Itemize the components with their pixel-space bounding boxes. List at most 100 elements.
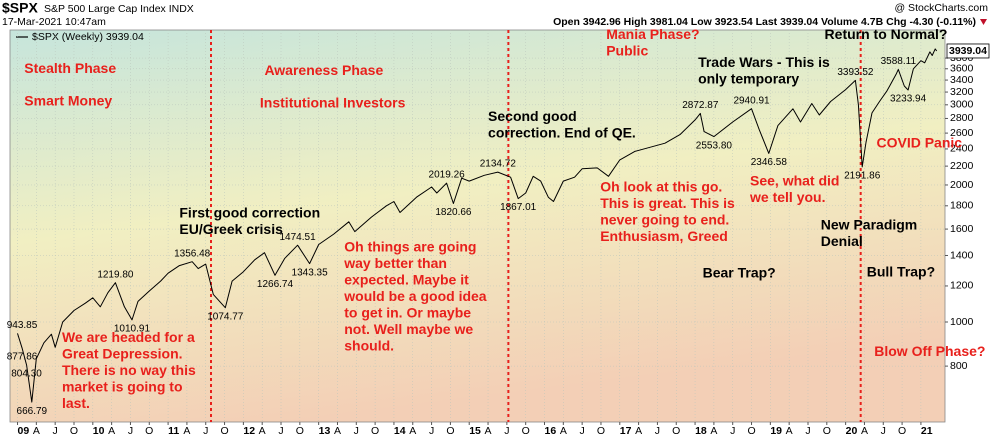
annotation-line: correction. End of QE. bbox=[488, 125, 636, 141]
annotation-line: Stealth Phase bbox=[24, 60, 116, 76]
annotation-line: EU/Greek crisis bbox=[179, 221, 283, 237]
x-tick-label: A bbox=[334, 425, 341, 437]
y-tick-label: 2400 bbox=[950, 143, 974, 155]
down-arrow bbox=[980, 19, 987, 25]
annotation: Bull Trap? bbox=[867, 263, 935, 279]
point-label: 1266.74 bbox=[257, 279, 294, 290]
annotation: We are headed for a Great Depression. Ther… bbox=[62, 329, 196, 411]
x-tick-label: 14 bbox=[394, 425, 406, 437]
x-tick-label: A bbox=[183, 425, 190, 437]
point-label: 1820.66 bbox=[435, 207, 472, 218]
x-tick-label: 10 bbox=[93, 425, 105, 437]
annotation: First good correction EU/Greek crisis bbox=[179, 205, 320, 238]
x-tick-label: A bbox=[786, 425, 793, 437]
quote: Open 3942.96 High 3981.04 Low 3923.54 La… bbox=[553, 16, 976, 28]
x-tick-label: A bbox=[409, 425, 416, 437]
annotation-line: to get in. Or maybe bbox=[344, 305, 471, 321]
price-line bbox=[17, 48, 938, 403]
x-tick-label: 13 bbox=[319, 425, 331, 437]
x-tick-label: 21 bbox=[921, 425, 933, 437]
annotation: New Paradigm Denial bbox=[821, 217, 917, 250]
annotation-line: New Paradigm bbox=[821, 217, 917, 233]
annotation-line: we tell you. bbox=[749, 189, 825, 205]
x-tick-label: O bbox=[70, 425, 78, 437]
legend-label: $SPX (Weekly) 3939.04 bbox=[32, 31, 144, 43]
annotation-line: last. bbox=[62, 395, 90, 411]
x-tick-label: 17 bbox=[620, 425, 632, 437]
y-tick-label: 1200 bbox=[950, 280, 974, 292]
x-tick-label: 12 bbox=[243, 425, 255, 437]
x-tick-label: O bbox=[823, 425, 831, 437]
annotation: Second good correction. End of QE. bbox=[488, 108, 636, 141]
x-tick-label: O bbox=[220, 425, 228, 437]
point-label: 2191.86 bbox=[844, 171, 881, 182]
x-tick-label: A bbox=[485, 425, 492, 437]
annotation: See, what did we tell you. bbox=[749, 172, 839, 205]
timestamp: 17-Mar-2021 10:47am bbox=[2, 16, 106, 28]
annotation-line: Blow Off Phase? bbox=[874, 343, 985, 359]
y-tick-label: 2000 bbox=[950, 179, 974, 191]
x-tick-label: A bbox=[108, 425, 115, 437]
annotation-line: Smart Money bbox=[24, 92, 112, 108]
y-tick-label: 3200 bbox=[950, 86, 974, 98]
y-tick-label: 2800 bbox=[950, 112, 974, 124]
x-tick-label: J bbox=[730, 425, 735, 437]
x-tick-label: O bbox=[522, 425, 530, 437]
y-tick-label: 3400 bbox=[950, 74, 974, 86]
x-tick-label: 11 bbox=[168, 425, 179, 437]
point-label: 804.30 bbox=[11, 369, 42, 380]
annotation-line: COVID Panic bbox=[876, 134, 962, 150]
point-label: 666.79 bbox=[17, 406, 48, 417]
annotation-line: market is going to bbox=[62, 378, 183, 394]
y-tick-label: 800 bbox=[950, 360, 968, 372]
annotation-line: Return to Normal? bbox=[825, 26, 948, 42]
x-tick-label: J bbox=[354, 425, 359, 437]
point-label: 2872.87 bbox=[682, 100, 719, 111]
point-label: 1343.35 bbox=[292, 267, 329, 278]
annotation: Trade Wars - This is only temporary bbox=[698, 54, 830, 87]
x-tick-label: J bbox=[805, 425, 810, 437]
x-tick-label: O bbox=[898, 425, 906, 437]
x-tick-label: J bbox=[278, 425, 283, 437]
annotation-line: should. bbox=[344, 338, 394, 354]
y-tick-label: 1000 bbox=[950, 316, 974, 328]
point-label: 1867.01 bbox=[500, 202, 537, 213]
point-label: 3588.11 bbox=[881, 56, 917, 67]
x-tick-label: O bbox=[296, 425, 304, 437]
x-tick-label: O bbox=[446, 425, 454, 437]
annotation-line: Enthusiasm, Greed bbox=[600, 228, 728, 244]
y-tick-label: 3600 bbox=[950, 63, 974, 75]
x-tick-label: O bbox=[672, 425, 680, 437]
annotation: Oh things are going way better than expect… bbox=[343, 239, 487, 354]
point-label: 2134.72 bbox=[480, 159, 517, 170]
annotation-line: Second good bbox=[488, 108, 577, 124]
y-tick-label: 1800 bbox=[950, 200, 974, 212]
point-label: 1074.77 bbox=[207, 311, 244, 322]
annotation: Oh look at this go. This is great. This i… bbox=[600, 179, 735, 245]
annotation-line: Awareness Phase bbox=[264, 62, 383, 78]
annotation-line: Oh look at this go. bbox=[600, 179, 722, 195]
x-tick-label: A bbox=[635, 425, 642, 437]
x-tick-label: A bbox=[560, 425, 567, 437]
x-tick-label: A bbox=[33, 425, 40, 437]
annotation: Institutional Investors bbox=[260, 94, 406, 110]
annotation-line: would be a good idea bbox=[343, 288, 487, 304]
y-tick-label: 3000 bbox=[950, 99, 974, 111]
x-tick-label: J bbox=[504, 425, 509, 437]
annotation-line: See, what did bbox=[750, 172, 839, 188]
point-label: 943.85 bbox=[7, 320, 38, 331]
point-label: 877.86 bbox=[7, 351, 38, 362]
annotation-line: Denial bbox=[821, 233, 863, 249]
annotation-line: Mania Phase? bbox=[606, 26, 699, 42]
annotation-line: This is great. This is bbox=[600, 195, 735, 211]
point-label: 1356.48 bbox=[174, 248, 211, 259]
y-tick-label: 2600 bbox=[950, 127, 974, 139]
x-tick-label: 09 bbox=[18, 425, 30, 437]
annotation-line: not. Well maybe we bbox=[344, 321, 473, 337]
x-tick-label: J bbox=[128, 425, 133, 437]
x-tick-label: J bbox=[429, 425, 434, 437]
y-tick-label: 1400 bbox=[950, 249, 974, 261]
x-tick-label: 15 bbox=[469, 425, 481, 437]
point-label: 2346.58 bbox=[751, 157, 788, 168]
